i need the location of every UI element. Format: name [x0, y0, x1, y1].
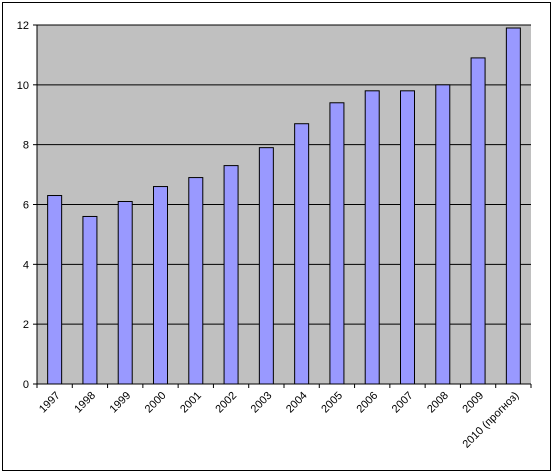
x-tick-label: 2002 — [213, 390, 239, 416]
bar-2004 — [294, 123, 310, 385]
y-tick-label: 6 — [23, 200, 29, 212]
x-tick-label: 2009 — [460, 390, 486, 416]
y-tick-label: 4 — [23, 259, 29, 271]
x-tick-label: 2004 — [284, 390, 310, 416]
bar-2007 — [400, 90, 415, 385]
x-tick-label: 2000 — [143, 390, 169, 416]
bar-2006 — [364, 90, 380, 385]
bar-2009 — [470, 57, 486, 385]
bar-2001 — [188, 177, 204, 385]
x-tick-label: 2003 — [249, 390, 275, 416]
x-axis-ticks: 1997 1998 1999 2000 2001 2002 2003 2004 2005 2006… — [36, 384, 532, 451]
bar-2002 — [223, 165, 239, 385]
y-tick-label: 12 — [17, 20, 29, 32]
bar-2008 — [435, 84, 451, 385]
x-tick-label: 2008 — [425, 390, 451, 416]
bars — [47, 27, 521, 385]
x-tick-label: 2005 — [319, 390, 345, 416]
bar-2005 — [329, 102, 345, 385]
y-tick-label: 8 — [23, 140, 29, 152]
y-tick-label: 10 — [17, 80, 29, 92]
x-tick-label: 2007 — [390, 390, 416, 416]
bar-1999 — [117, 201, 133, 385]
bar-2010 — [505, 27, 521, 385]
x-tick-label: 2006 — [355, 390, 381, 416]
x-tick-label: 2001 — [178, 390, 204, 416]
bar-2000 — [153, 186, 168, 385]
bar-1997 — [47, 195, 63, 385]
bar-2003 — [258, 147, 274, 385]
y-axis-ticks: 0 2 4 6 8 10 12 — [17, 20, 37, 391]
y-tick-label: 2 — [23, 319, 29, 331]
x-tick-label: 1997 — [37, 390, 63, 416]
x-tick-label: 1998 — [72, 390, 98, 416]
bar-1998 — [82, 215, 98, 385]
x-tick-label: 1999 — [108, 390, 134, 416]
y-tick-label: 0 — [23, 379, 29, 391]
